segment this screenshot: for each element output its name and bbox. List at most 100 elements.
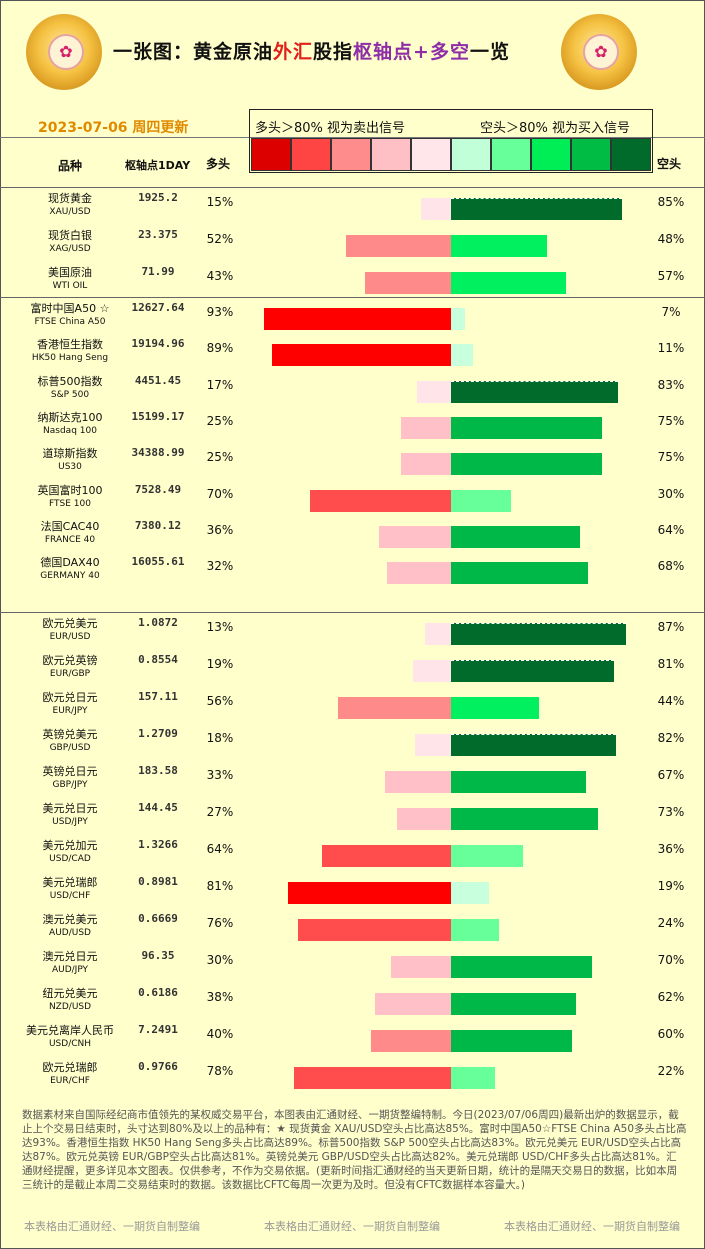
long-bar [379,525,451,548]
short-pct-label: 82% [657,731,685,745]
row-pivot: 0.8554 [138,653,178,666]
short-pct-label: 70% [657,953,685,967]
legend-swatch [571,138,611,171]
row-name: 美元兑日元 [42,802,98,815]
short-bar [451,308,465,330]
long-bar [397,808,451,830]
short-bar [451,697,539,719]
long-pct-label: 93% [206,305,234,319]
short-pct-label: 87% [657,620,685,634]
row-code: USD/JPY [52,817,88,827]
row-code: AUD/JPY [51,965,89,975]
short-bar [451,1067,495,1089]
row-name: 欧元兑英镑 [42,654,98,667]
long-bar [401,416,451,439]
short-pct-label: 11% [657,341,685,356]
short-pct-label: 24% [657,916,685,930]
legend-long-signal: 多头＞80% 视为卖出信号 [255,121,406,136]
row-pivot: 23.375 [138,228,178,241]
row-pivot: 7380.12 [134,518,182,532]
short-bar [451,344,473,367]
row-name: 英镑兑日元 [42,765,98,778]
short-pct-label: 75% [657,450,685,465]
short-pct-label: 64% [657,522,685,537]
legend-box [249,109,653,173]
row-pivot: 34388.99 [131,446,185,460]
long-pct-label: 40% [206,1027,234,1041]
long-bar [294,1067,451,1089]
page-title: 一张图：黄金原油外汇股指枢轴点+多空一览 [113,37,510,64]
short-bar [451,525,580,548]
footer-credit: 本表格由汇通财经、一期货自制整编 [264,1220,440,1233]
row-name: 英国富时100 [37,483,103,497]
short-bar [451,919,499,941]
short-bar [451,235,547,257]
short-pct-label: 36% [657,842,685,856]
title-part: 外汇 [273,41,314,63]
short-bar [451,416,602,439]
section-divider [0,187,705,188]
legend-swatch [491,138,531,171]
row-code: GERMANY 40 [40,571,100,582]
long-bar [375,993,451,1015]
row-name: 香港恒生指数 [37,338,103,352]
row-name: 美元兑瑞郎 [42,876,98,889]
short-bar [451,489,511,512]
long-bar [417,380,451,403]
long-pct-label: 43% [206,269,234,283]
row-pivot: 1.2709 [138,727,178,740]
brand-logo-right: ✿ [561,14,637,90]
long-pct-label: 27% [206,805,234,819]
legend-swatch [371,138,411,171]
row-pivot: 144.45 [138,801,178,814]
row-name: 英镑兑美元 [42,728,98,741]
row-code: S&P 500 [50,389,90,400]
title-part: 一览 [469,41,510,63]
row-name: 美元兑加元 [42,839,98,852]
long-bar [415,734,451,756]
row-pivot: 0.9766 [138,1060,178,1073]
long-pct-label: 76% [206,916,234,930]
row-code: USD/CAD [49,854,91,864]
row-name: 标普500指数 [37,374,103,388]
short-pct-label: 68% [657,559,685,574]
notes-text: 数据素材来自国际经纪商市值领先的某权威交易平台，本图表由汇通财经、一期货整编特制… [22,1109,687,1191]
row-pivot: 1925.2 [138,191,178,204]
row-pivot: 7.2491 [138,1023,178,1036]
row-name: 澳元兑美元 [42,913,98,926]
row-name: 美元兑离岸人民币 [26,1024,114,1037]
row-code: FTSE 100 [49,498,91,509]
row-name: 富时中国A50 ☆ [30,302,110,315]
short-pct-label: 30% [657,486,685,501]
long-pct-label: 89% [206,341,234,356]
legend-swatch [411,138,451,171]
long-bar [298,919,451,941]
row-pivot: 157.11 [138,690,178,703]
row-code: EUR/GBP [49,669,91,679]
long-pct-label: 30% [206,953,234,967]
short-pct-label: 73% [657,805,685,819]
short-bar [451,562,588,585]
update-date: 2023-07-06 周四更新 [38,120,189,136]
section-divider [0,297,705,298]
long-pct-label: 17% [206,377,234,392]
short-pct-label: 48% [657,232,685,246]
row-name: 法国CAC40 [40,519,100,533]
short-pct-label: 60% [657,1027,685,1041]
long-pct-label: 25% [206,413,234,428]
row-name: 欧元兑美元 [42,617,98,630]
col-header-short: 空头 [657,157,682,171]
row-code: NZD/USD [48,1002,92,1012]
row-name: 欧元兑日元 [42,691,98,704]
row-code: WTI OIL [52,281,88,291]
short-bar [451,956,592,978]
row-pivot: 0.8981 [138,875,178,888]
row-name: 纽元兑美元 [42,987,98,1000]
row-code: USD/CHF [49,891,91,901]
row-pivot: 96.35 [141,949,175,962]
long-bar [425,623,451,645]
long-pct-label: 78% [206,1064,234,1078]
short-bar [451,623,626,645]
row-code: GBP/USD [49,743,91,753]
long-pct-label: 19% [206,657,234,671]
